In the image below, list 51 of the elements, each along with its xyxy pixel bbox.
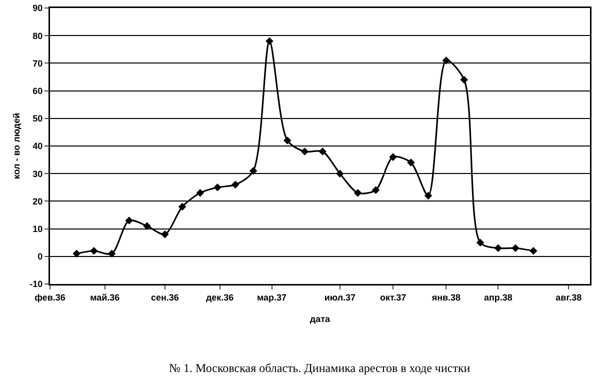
x-tick-label: окт.37 xyxy=(380,292,406,302)
point xyxy=(90,246,98,255)
point xyxy=(336,170,344,178)
x-axis-title: дата xyxy=(310,314,332,324)
x-tick-label: мар.37 xyxy=(257,292,287,302)
point xyxy=(389,153,397,161)
text: № 1. Московская область. Динамика арестов в ходе чистки xyxy=(169,361,471,375)
x-tick-label: апр.38 xyxy=(484,292,512,302)
point xyxy=(249,166,258,175)
x-tick-label: фев.36 xyxy=(34,292,66,302)
point xyxy=(72,250,80,258)
x-tick-label: янв.38 xyxy=(432,292,461,302)
y-tick-label: 20 xyxy=(32,196,43,206)
y-tick-label: 30 xyxy=(32,168,43,179)
point xyxy=(283,136,292,144)
point xyxy=(372,186,380,194)
y-tick-label: 70 xyxy=(32,58,43,68)
point xyxy=(108,250,116,258)
y-tick-label: 90 xyxy=(32,3,43,14)
point xyxy=(214,184,222,192)
point xyxy=(143,222,151,230)
point xyxy=(530,246,538,255)
y-tick-label: -10 xyxy=(30,279,43,290)
point xyxy=(442,56,450,64)
point xyxy=(178,202,186,211)
point xyxy=(266,37,274,46)
point xyxy=(476,238,484,246)
y-tick-label: 10 xyxy=(32,224,43,234)
point xyxy=(125,216,134,224)
point xyxy=(196,189,204,197)
y-tick-label: 50 xyxy=(32,114,43,124)
x-tick-label: май.36 xyxy=(90,292,120,302)
x-tick-label: июл.37 xyxy=(324,292,356,302)
x-tick-label: дек.36 xyxy=(206,292,234,302)
x-tick-label: авг.38 xyxy=(556,292,582,302)
y-tick-label: 0 xyxy=(38,252,43,262)
point xyxy=(318,148,326,156)
point xyxy=(512,244,520,252)
y-axis-title: кол - во людей xyxy=(11,112,22,180)
y-tick-label: 40 xyxy=(32,141,43,152)
point xyxy=(300,148,309,156)
point xyxy=(231,180,240,189)
point xyxy=(494,244,502,252)
y-tick-label: 80 xyxy=(32,30,43,41)
point xyxy=(460,76,468,84)
x-tick-label: сен.36 xyxy=(150,292,179,302)
point xyxy=(161,230,169,238)
point xyxy=(407,158,415,166)
point xyxy=(424,192,432,200)
y-tick-label: 60 xyxy=(32,86,43,96)
point xyxy=(354,189,362,197)
